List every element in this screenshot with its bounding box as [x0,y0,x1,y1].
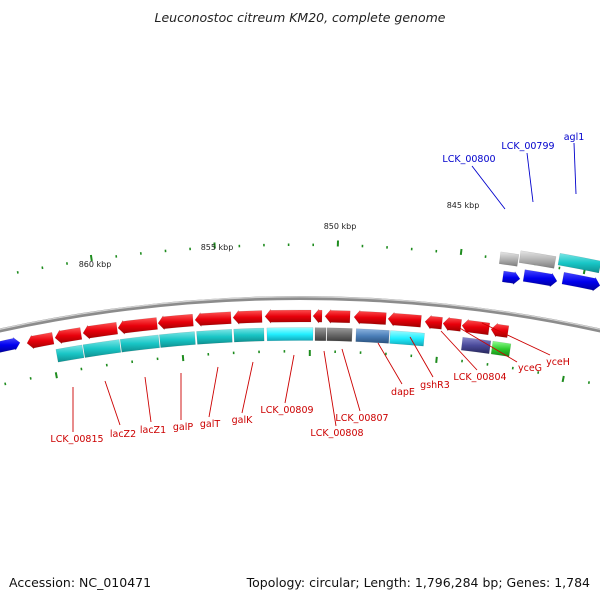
leader-dape [377,342,403,385]
gene-label-lck00804[interactable]: LCK_00804 [453,372,506,383]
tick-label-860: 860 kbp [79,260,112,269]
cds-block[interactable] [498,251,520,267]
reverse-gene-arrow[interactable] [490,322,510,338]
leader-lck00808 [323,350,337,427]
reverse-gene-arrow[interactable] [264,308,312,324]
cds-block[interactable] [355,328,390,344]
tick-labels: 860 kbp 855 kbp 850 kbp 845 kbp [79,201,480,269]
leader-yceh [481,322,551,356]
map-title: Leuconostoc citreum KM20, complete genom… [154,10,446,25]
gene-label-gshr3[interactable]: gshR3 [420,380,450,391]
gene-label-dape[interactable]: dapE [391,387,415,398]
reverse-gene-arrow[interactable] [442,316,462,332]
gene-label-lck00800[interactable]: LCK_00800 [442,154,495,165]
inner-tick [4,382,7,386]
accession-text: Accession: NC_010471 [9,575,152,590]
gene-label-yceh[interactable]: yceH [546,357,570,368]
gene-label-lck00809[interactable]: LCK_00809 [260,405,313,416]
leader-lck00799 [526,152,534,203]
gene-features [0,250,600,363]
inner-tick [54,372,58,379]
cds-block[interactable] [314,327,327,342]
tick-label-845: 845 kbp [447,201,480,210]
leader-lck00804 [440,330,478,371]
inner-tick [561,375,565,383]
cds-block[interactable] [266,327,314,342]
forward-gene-arrow[interactable] [561,271,600,292]
outer-tick [89,254,93,262]
cds-block[interactable] [490,340,512,357]
cds-block[interactable] [119,334,160,353]
reverse-gene-arrow[interactable] [26,332,55,350]
reverse-gene-arrow[interactable] [324,308,351,325]
genome-backbone [0,296,600,333]
cds-block[interactable] [389,330,425,347]
gene-label-galp[interactable]: galP [173,422,193,433]
cds-block[interactable] [518,250,557,269]
reverse-gene-arrow[interactable] [424,314,443,330]
reverse-gene-arrow[interactable] [82,321,119,340]
reverse-gene-arrow[interactable] [232,309,263,326]
gene-labels: LCK_00800 LCK_00799 agl1 LCK_00815 lacZ2… [50,132,584,445]
leader-yceg [457,326,518,363]
leader-lck00809 [284,354,295,404]
cds-block[interactable] [326,327,353,342]
leader-galt [208,366,219,418]
gene-label-yceg[interactable]: yceG [518,363,542,374]
tick-label-850: 850 kbp [324,222,357,231]
cds-block[interactable] [55,344,85,363]
cds-block[interactable] [159,331,196,348]
gene-label-galt[interactable]: galT [200,419,220,430]
cds-block[interactable] [233,327,265,343]
outer-tick [459,248,463,256]
gene-label-lacz1[interactable]: lacZ1 [140,425,166,436]
inner-tick [435,356,438,363]
leader-agl1 [573,142,577,195]
reverse-gene-arrow[interactable] [353,309,387,325]
label-leader-lines [72,142,577,432]
forward-gene-arrow[interactable] [522,269,558,288]
gene-label-lck00799[interactable]: LCK_00799 [501,141,554,152]
leader-gshr3 [409,336,434,378]
outer-tick [16,271,19,274]
genome-backbone-highlight [0,296,600,330]
gene-label-agl1[interactable]: agl1 [564,132,585,143]
forward-gene-arrow[interactable] [0,336,21,353]
leader-lacz1 [144,376,152,423]
reverse-gene-arrow[interactable] [194,311,232,328]
gene-label-lck00808[interactable]: LCK_00808 [310,428,363,439]
reverse-gene-arrow[interactable] [117,317,158,335]
cds-block[interactable] [82,339,122,358]
gene-label-lacz2[interactable]: lacZ2 [110,429,136,440]
leader-lck00800 [471,165,506,210]
inner-tick [587,381,590,384]
leader-galk [241,361,254,414]
cds-block[interactable] [557,252,600,274]
cds-block[interactable] [196,328,233,345]
genome-summary-text: Topology: circular; Length: 1,796,284 bp… [246,575,590,590]
reverse-gene-arrow[interactable] [312,308,323,324]
gene-label-galk[interactable]: galK [232,415,253,426]
cds-block[interactable] [460,336,492,355]
leader-lacz2 [104,380,121,426]
gene-label-lck00807[interactable]: LCK_00807 [335,413,388,424]
forward-gene-arrow[interactable] [501,270,521,286]
inner-tick [29,377,32,380]
gene-label-lck00815[interactable]: LCK_00815 [50,434,103,445]
reverse-gene-arrow[interactable] [157,313,194,331]
reverse-gene-arrow[interactable] [54,327,83,345]
leader-lck00807 [341,348,361,412]
tick-label-855: 855 kbp [201,243,234,252]
reverse-gene-arrow[interactable] [387,311,422,328]
inner-tick [181,355,185,362]
reverse-gene-arrow[interactable] [461,318,491,336]
